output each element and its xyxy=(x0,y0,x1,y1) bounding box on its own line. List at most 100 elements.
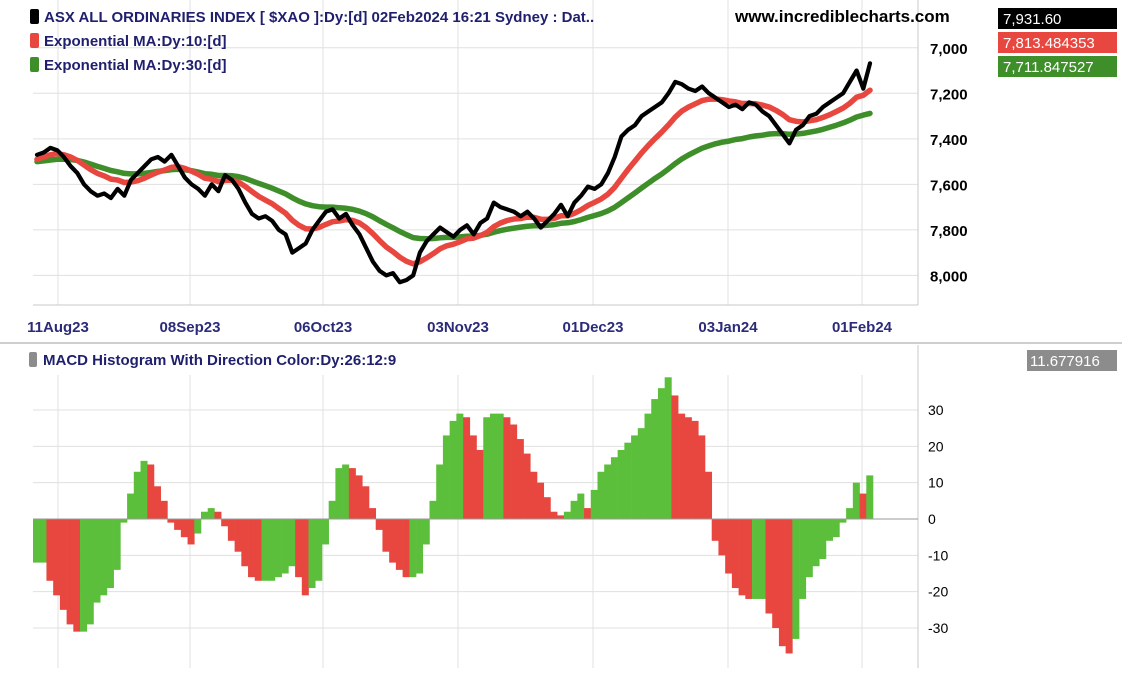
macd-bar xyxy=(80,519,88,632)
macd-bar xyxy=(604,464,612,519)
macd-bar xyxy=(73,519,81,632)
price-y-tick-label: 7,800 xyxy=(930,223,968,240)
price-x-tick-label: 06Oct23 xyxy=(294,319,352,336)
macd-bar xyxy=(590,489,598,519)
macd-legend-swatch xyxy=(29,352,37,367)
macd-bar xyxy=(416,519,424,574)
price-value-text: 7,931.60 xyxy=(1003,11,1061,28)
macd-bar xyxy=(369,508,377,519)
macd-bar xyxy=(537,482,545,519)
macd-bar xyxy=(711,519,719,541)
price-y-tick-labels: 8,000 7,800 7,600 7,400 7,200 7,000 xyxy=(930,41,968,286)
legend-swatch-ema10 xyxy=(30,33,39,48)
macd-bar xyxy=(133,471,141,519)
macd-bar xyxy=(248,519,256,578)
macd-bar xyxy=(160,500,168,519)
macd-bar xyxy=(825,519,833,541)
macd-bar xyxy=(342,464,350,519)
macd-bar xyxy=(53,519,61,596)
price-y-tick-label: 8,000 xyxy=(930,268,968,285)
ema10-line xyxy=(34,87,873,267)
macd-bar xyxy=(167,519,175,523)
price-x-tick-labels: 11Aug23 08Sep23 06Oct23 03Nov23 01Dec23 03Jan… xyxy=(27,319,893,336)
macd-bar xyxy=(355,475,363,519)
macd-bar xyxy=(859,493,867,519)
macd-bar xyxy=(395,519,403,570)
macd-bar xyxy=(328,500,336,519)
macd-bar xyxy=(315,519,323,581)
macd-bar xyxy=(483,417,491,519)
macd-bar xyxy=(93,519,101,603)
macd-bar xyxy=(39,519,47,563)
macd-bar xyxy=(261,519,269,581)
macd-bars-group xyxy=(33,377,874,654)
macd-bar xyxy=(234,519,242,552)
macd-bar xyxy=(617,449,625,519)
macd-bar xyxy=(301,519,309,596)
macd-bar xyxy=(610,457,618,519)
macd-bar xyxy=(805,519,813,578)
legend-label-ema30: Exponential MA:Dy:30:[d] xyxy=(44,57,227,74)
macd-bar xyxy=(563,511,571,519)
macd-bar xyxy=(456,413,464,519)
macd-bar xyxy=(731,519,739,589)
macd-bar xyxy=(348,468,356,519)
macd-bar xyxy=(187,519,195,545)
macd-y-tick-labels: 30 20 10 0 -10 -20 -30 xyxy=(928,402,948,636)
macd-legend-label: MACD Histogram With Direction Color:Dy:2… xyxy=(43,352,396,369)
macd-y-tick-label: -10 xyxy=(928,547,948,563)
macd-bar xyxy=(758,519,766,599)
macd-bar xyxy=(792,519,800,639)
macd-bar xyxy=(752,519,760,599)
macd-value-text: 11.677916 xyxy=(1030,353,1100,370)
macd-bar xyxy=(147,464,155,519)
macd-bar xyxy=(469,435,477,519)
macd-bar xyxy=(678,413,686,519)
macd-bar xyxy=(207,508,215,519)
macd-y-tick-label: 20 xyxy=(928,438,944,454)
macd-bar xyxy=(33,519,41,563)
macd-bar xyxy=(725,519,733,574)
price-x-tick-label: 08Sep23 xyxy=(160,319,221,336)
macd-bar xyxy=(866,475,874,519)
macd-bar xyxy=(362,486,370,519)
macd-bar xyxy=(597,471,605,519)
macd-bar xyxy=(543,497,551,519)
macd-bar xyxy=(523,453,531,519)
macd-bar xyxy=(268,519,276,581)
macd-bar xyxy=(59,519,67,610)
macd-bar xyxy=(691,420,699,519)
macd-bar xyxy=(550,511,558,519)
macd-y-tick-label: 0 xyxy=(928,511,936,527)
macd-bar xyxy=(153,486,161,519)
macd-bar xyxy=(631,435,639,519)
price-y-tick-label: 7,200 xyxy=(930,86,968,103)
macd-bar xyxy=(402,519,410,578)
macd-bar xyxy=(496,413,504,519)
macd-bar xyxy=(214,511,222,519)
macd-bar xyxy=(127,493,135,519)
macd-bar xyxy=(738,519,746,596)
price-y-tick-label: 7,600 xyxy=(930,177,968,194)
macd-bar xyxy=(100,519,108,596)
ema10-value-badge xyxy=(998,32,1117,53)
macd-bar xyxy=(684,417,692,519)
macd-bar xyxy=(718,519,726,556)
macd-bar xyxy=(778,519,786,647)
macd-bar xyxy=(274,519,282,578)
ema10-value-text: 7,813.484353 xyxy=(1003,35,1095,52)
price-legend: ASX ALL ORDINARIES INDEX [ $XAO ]:Dy:[d]… xyxy=(30,9,594,74)
macd-bar xyxy=(227,519,235,541)
price-x-tick-label: 03Nov23 xyxy=(427,319,489,336)
macd-bar xyxy=(113,519,121,570)
macd-bar xyxy=(584,508,592,519)
macd-y-tick-label: 30 xyxy=(928,402,944,418)
price-y-tick-label: 7,000 xyxy=(930,41,968,58)
legend-label-ema10: Exponential MA:Dy:10:[d] xyxy=(44,33,227,50)
macd-bar xyxy=(46,519,54,581)
macd-bar xyxy=(812,519,820,567)
price-line xyxy=(34,61,873,285)
macd-bar xyxy=(429,500,437,519)
